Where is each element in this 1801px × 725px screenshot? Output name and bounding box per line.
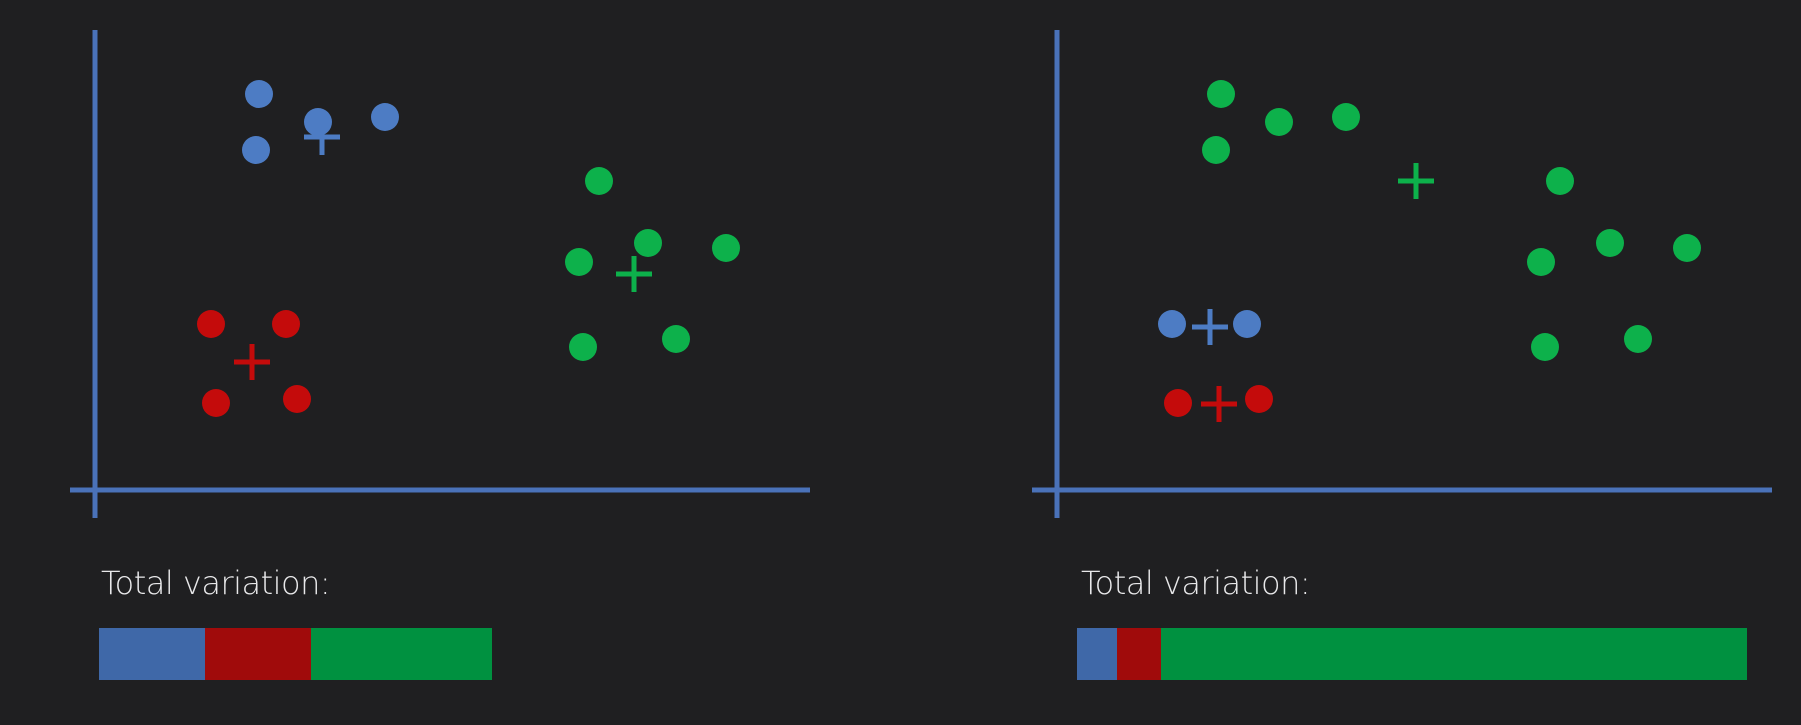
variation-segment-red — [1117, 628, 1161, 680]
green-data-point — [565, 248, 593, 276]
blue-data-point — [245, 80, 273, 108]
total-variation-bar-right — [1077, 628, 1747, 680]
red-data-point — [1164, 389, 1192, 417]
red-centroid-marker — [1201, 386, 1237, 422]
blue-data-point — [1158, 310, 1186, 338]
red-centroid-marker — [234, 344, 270, 380]
green-data-point — [662, 325, 690, 353]
blue-data-point — [1233, 310, 1261, 338]
total-variation-label-right: Total variation: — [1081, 564, 1311, 602]
green-data-point — [1332, 103, 1360, 131]
red-data-point — [197, 310, 225, 338]
variation-segment-blue — [99, 628, 206, 680]
variation-segment-red — [205, 628, 312, 680]
variation-segment-blue — [1077, 628, 1118, 680]
green-data-point — [1527, 248, 1555, 276]
green-data-point — [712, 234, 740, 262]
green-data-point — [1673, 234, 1701, 262]
green-data-point — [1624, 325, 1652, 353]
green-data-point — [1202, 136, 1230, 164]
total-variation-bar-left — [99, 628, 492, 680]
green-data-point — [1531, 333, 1559, 361]
green-data-point — [585, 167, 613, 195]
green-data-point — [1265, 108, 1293, 136]
total-variation-label-left: Total variation: — [101, 564, 331, 602]
blue-data-point — [371, 103, 399, 131]
green-data-point — [569, 333, 597, 361]
red-data-point — [272, 310, 300, 338]
green-data-point — [1207, 80, 1235, 108]
green-data-point — [634, 229, 662, 257]
red-data-point — [202, 389, 230, 417]
blue-centroid-marker — [304, 119, 340, 155]
blue-data-point — [242, 136, 270, 164]
blue-data-point — [304, 108, 332, 136]
blue-centroid-marker — [1192, 309, 1228, 345]
green-centroid-marker — [616, 256, 652, 292]
green-centroid-marker — [1398, 163, 1434, 199]
variation-segment-green — [311, 628, 492, 680]
variation-segment-green — [1160, 628, 1747, 680]
green-data-point — [1596, 229, 1624, 257]
red-data-point — [283, 385, 311, 413]
red-data-point — [1245, 385, 1273, 413]
green-data-point — [1546, 167, 1574, 195]
